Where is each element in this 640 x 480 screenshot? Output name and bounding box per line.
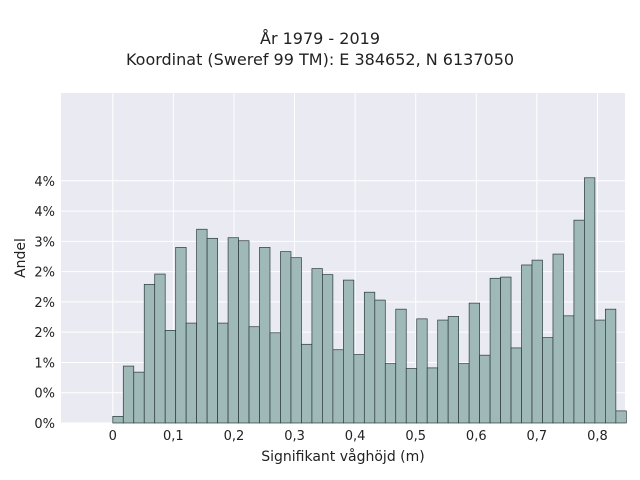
histogram-bar	[343, 279, 355, 424]
histogram-bar	[479, 354, 491, 424]
histogram-bar	[353, 354, 365, 424]
histogram-bars	[112, 177, 627, 424]
histogram-bar	[269, 332, 281, 424]
y-tick-label: 3%	[34, 235, 55, 250]
histogram-bar	[280, 251, 292, 424]
histogram-bar	[542, 337, 554, 424]
histogram-bar	[458, 363, 470, 424]
histogram-bar	[217, 322, 229, 424]
x-tick-label: 0,6	[466, 429, 487, 444]
histogram-bar	[416, 318, 428, 424]
histogram-bar	[552, 253, 564, 424]
histogram-bar	[563, 315, 575, 424]
histogram-bar	[468, 302, 480, 424]
histogram-bar	[143, 283, 156, 424]
histogram-bar	[206, 237, 218, 424]
histogram-bar	[384, 363, 397, 424]
histogram-bar	[395, 308, 407, 424]
histogram-bar	[301, 343, 313, 424]
y-tick-label: 4%	[34, 205, 55, 220]
x-tick-label: 0,1	[163, 429, 184, 444]
histogram-bar	[122, 365, 135, 424]
histogram-bar	[175, 247, 187, 424]
histogram-bar	[521, 264, 533, 424]
histogram-bar	[500, 276, 512, 424]
x-tick-label: 0,2	[224, 429, 245, 444]
histogram-bar	[615, 410, 627, 424]
histogram-bar	[112, 415, 124, 424]
y-axis-label: Andel	[13, 238, 29, 278]
histogram-bar	[311, 268, 323, 424]
y-tick-label: 1%	[34, 356, 55, 371]
histogram-bar	[510, 347, 522, 424]
chart-title: År 1979 - 2019	[260, 29, 380, 48]
histogram-bar	[332, 349, 344, 424]
x-tick-label: 0,8	[587, 429, 608, 444]
y-tick-label: 2%	[34, 266, 55, 281]
histogram-bar	[290, 257, 302, 424]
x-tick-label: 0,4	[345, 429, 366, 444]
histogram-bar	[164, 330, 177, 424]
histogram-bar	[605, 308, 617, 424]
histogram-bar	[227, 237, 239, 424]
histogram-bar	[133, 371, 145, 424]
histogram-bar	[374, 299, 386, 424]
histogram-bar	[489, 277, 501, 424]
histogram-bar	[447, 316, 459, 424]
histogram-bar	[437, 319, 449, 424]
y-tick-label: 2%	[34, 296, 55, 311]
histogram-bar	[363, 291, 376, 424]
histogram-bar	[584, 177, 596, 424]
y-tick-label: 0%	[34, 387, 55, 402]
x-tick-label: 0,7	[527, 429, 548, 444]
histogram-bar	[248, 326, 260, 424]
histogram-bar	[154, 273, 166, 424]
x-tick-label: 0,5	[405, 429, 426, 444]
histogram-bar	[531, 259, 543, 424]
histogram-bar	[322, 274, 334, 424]
histogram-bar	[594, 319, 606, 424]
y-tick-label: 4%	[34, 175, 55, 190]
y-tick-label: 2%	[34, 326, 55, 341]
histogram-bar	[238, 240, 250, 424]
histogram-bar	[573, 219, 585, 424]
x-tick-label: 0	[109, 429, 117, 444]
histogram-bar	[185, 322, 197, 424]
histogram-bar	[259, 247, 271, 424]
y-tick-label: 0%	[34, 417, 55, 432]
chart-subtitle: Koordinat (Sweref 99 TM): E 384652, N 61…	[125, 50, 515, 69]
histogram-bar	[405, 368, 418, 424]
histogram-bar	[196, 228, 208, 424]
y-axis-ticks: 0% 0% 1% 2% 2% 2% 3% 4% 4%	[34, 175, 55, 432]
x-axis-label: Signifikant våghöjd (m)	[261, 448, 424, 465]
histogram-bar	[426, 367, 439, 424]
x-axis-ticks: 0 0,1 0,2 0,3 0,4 0,5 0,6 0,7 0,8	[109, 429, 608, 444]
x-tick-label: 0,3	[284, 429, 305, 444]
